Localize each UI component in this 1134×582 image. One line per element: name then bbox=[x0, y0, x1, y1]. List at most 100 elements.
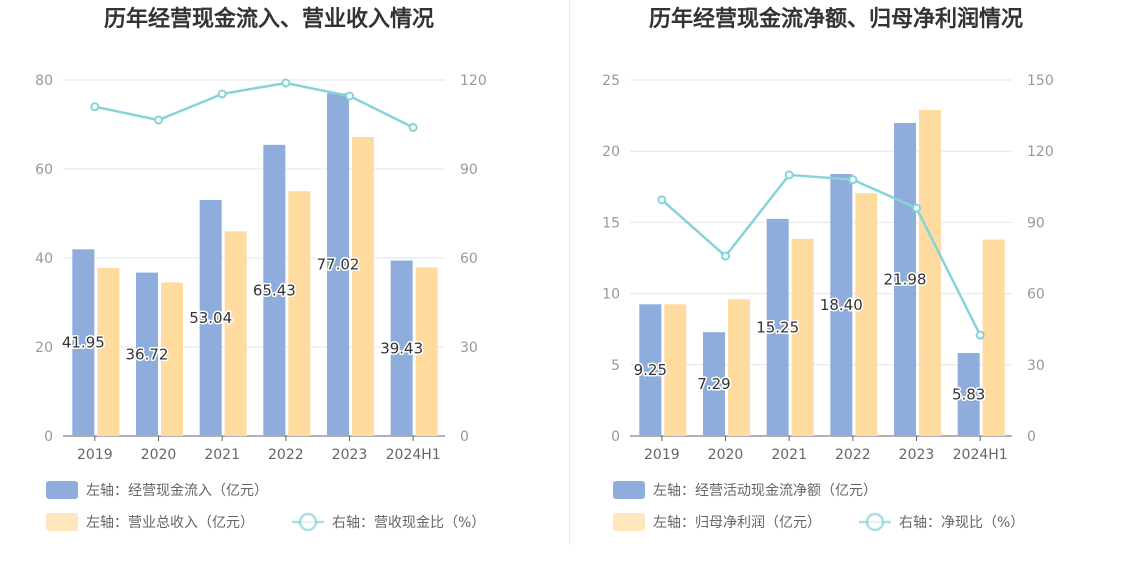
x-axis-tick-label: 2019 bbox=[77, 447, 113, 463]
x-axis-tick-label: 2020 bbox=[141, 447, 177, 463]
legend-label: 左轴：营业总收入（亿元） bbox=[86, 515, 254, 531]
x-axis-tick-label: 2021 bbox=[771, 447, 807, 463]
chart-title: 历年经营现金流入、营业收入情况 bbox=[104, 6, 434, 32]
legend-circle-icon bbox=[865, 512, 885, 532]
legend-item[interactable]: 左轴：经营活动现金流净额（亿元） bbox=[613, 481, 877, 499]
bar-primary bbox=[830, 173, 853, 436]
legend-item[interactable]: 右轴：净现比（%） bbox=[859, 512, 1024, 532]
left-axis-tick-label: 20 bbox=[602, 144, 620, 160]
bar-data-label: 36.72 bbox=[126, 345, 169, 363]
right-axis-tick-label: 0 bbox=[460, 429, 469, 445]
right-axis-tick-label: 30 bbox=[1027, 358, 1045, 374]
x-axis-tick-label: 2019 bbox=[644, 447, 680, 463]
bar-secondary bbox=[919, 109, 941, 437]
legend-circle-icon bbox=[298, 512, 318, 532]
right-axis-tick-label: 120 bbox=[460, 73, 487, 89]
right-axis-tick-label: 150 bbox=[1027, 73, 1054, 89]
x-axis-tick-label: 2022 bbox=[835, 447, 871, 463]
chart-1: 历年经营现金流入、营业收入情况 0 20 40 60 80 0 30 60 90 120 2019 20… bbox=[35, 6, 487, 532]
x-axis-tick-label: 2022 bbox=[268, 447, 304, 463]
line-series bbox=[94, 81, 414, 129]
legend-label: 左轴：经营现金流入（亿元） bbox=[86, 483, 268, 499]
legend-swatch bbox=[613, 513, 645, 531]
chart-panel-cash-inflow: 历年经营现金流入、营业收入情况 0 20 40 60 80 0 30 60 90 120 2019 20… bbox=[35, 6, 487, 532]
legend-item[interactable]: 左轴：经营现金流入（亿元） bbox=[46, 481, 268, 499]
line-point bbox=[408, 122, 418, 132]
bar-data-label: 21.98 bbox=[884, 271, 927, 289]
left-axis-tick-label: 20 bbox=[35, 340, 53, 356]
bar-data-label: 9.25 bbox=[634, 361, 667, 379]
bar-primary bbox=[263, 144, 286, 437]
chart-panel-net-cash: 历年经营现金流净额、归母净利润情况 0 5 10 15 20 25 0 30 60 90 120 150… bbox=[567, 0, 1134, 582]
legend-label: 右轴：营收现金比（%） bbox=[332, 515, 485, 531]
x-axis-tick-label: 2023 bbox=[899, 447, 935, 463]
left-axis-tick-label: 25 bbox=[602, 73, 620, 89]
bar-secondary bbox=[791, 238, 814, 436]
line-point bbox=[912, 203, 921, 213]
left-axis-tick-label: 40 bbox=[35, 251, 53, 267]
bar-secondary bbox=[982, 239, 1005, 436]
chart-2: 历年经营现金流净额、归母净利润情况 0 5 10 15 20 25 0 30 60 90 120 150… bbox=[602, 6, 1054, 532]
bar-data-label: 18.40 bbox=[820, 296, 863, 314]
left-axis-tick-label: 80 bbox=[35, 73, 53, 89]
x-axis-tick-label: 2023 bbox=[332, 447, 368, 463]
bar-secondary bbox=[224, 231, 247, 436]
left-axis-tick-label: 0 bbox=[44, 429, 53, 445]
line-point bbox=[657, 195, 667, 205]
line-point bbox=[345, 91, 354, 101]
right-axis-tick-label: 120 bbox=[1027, 144, 1054, 160]
line-point bbox=[975, 330, 985, 340]
line-point bbox=[281, 78, 291, 88]
left-axis-tick-label: 5 bbox=[611, 358, 620, 374]
right-axis-tick-label: 90 bbox=[1027, 215, 1045, 231]
right-axis-tick-label: 0 bbox=[1027, 429, 1036, 445]
bar-data-label: 7.29 bbox=[697, 375, 730, 393]
bar-secondary bbox=[664, 304, 687, 436]
line-point bbox=[217, 89, 227, 99]
line-point bbox=[848, 175, 858, 185]
bar-primary bbox=[390, 260, 413, 436]
bar-secondary bbox=[288, 191, 311, 436]
bar-data-label: 41.95 bbox=[62, 334, 105, 352]
chart-title: 历年经营现金流净额、归母净利润情况 bbox=[649, 6, 1023, 32]
x-axis-tick-label: 2024H1 bbox=[953, 447, 1008, 463]
left-axis-tick-label: 15 bbox=[602, 215, 620, 231]
bar-primary bbox=[766, 218, 789, 436]
bar-primary bbox=[639, 304, 662, 436]
bar-secondary bbox=[415, 267, 438, 436]
x-axis-tick-label: 2021 bbox=[204, 447, 240, 463]
line-point bbox=[784, 170, 794, 180]
legend-swatch bbox=[46, 513, 78, 531]
legend-label: 左轴：经营活动现金流净额（亿元） bbox=[653, 483, 877, 499]
legend-item[interactable]: 左轴：营业总收入（亿元） bbox=[46, 513, 254, 531]
legend-item[interactable]: 左轴：归母净利润（亿元） bbox=[613, 513, 821, 531]
legend-label: 左轴：归母净利润（亿元） bbox=[653, 514, 821, 531]
bar-primary bbox=[703, 332, 725, 436]
panel-divider bbox=[569, 0, 570, 545]
right-axis-tick-label: 30 bbox=[460, 340, 478, 356]
line-point bbox=[154, 115, 163, 125]
bar-data-label: 65.43 bbox=[253, 281, 296, 299]
left-axis-tick-label: 0 bbox=[611, 429, 620, 445]
right-axis-tick-label: 90 bbox=[460, 162, 478, 178]
legend-swatch bbox=[613, 481, 645, 499]
bar-data-label: 5.83 bbox=[952, 385, 985, 403]
x-axis-tick-label: 2020 bbox=[708, 447, 744, 463]
bar-secondary bbox=[352, 136, 374, 436]
bar-primary bbox=[957, 352, 980, 436]
bar-secondary bbox=[855, 193, 878, 436]
bar-secondary bbox=[161, 282, 183, 436]
bar-data-label: 53.04 bbox=[189, 309, 232, 327]
bar-primary bbox=[199, 199, 222, 436]
left-axis-tick-label: 60 bbox=[35, 162, 53, 178]
right-axis-tick-label: 60 bbox=[460, 251, 478, 267]
bar-data-label: 15.25 bbox=[756, 318, 799, 336]
bar-secondary bbox=[97, 267, 120, 436]
bar-primary bbox=[327, 93, 349, 437]
legend-item[interactable]: 右轴：营收现金比（%） bbox=[292, 512, 485, 532]
right-axis-tick-label: 60 bbox=[1027, 287, 1045, 303]
bar-primary bbox=[72, 249, 95, 436]
line-series bbox=[661, 173, 982, 336]
left-axis-tick-label: 10 bbox=[602, 287, 620, 303]
bar-data-label: 77.02 bbox=[317, 256, 360, 274]
